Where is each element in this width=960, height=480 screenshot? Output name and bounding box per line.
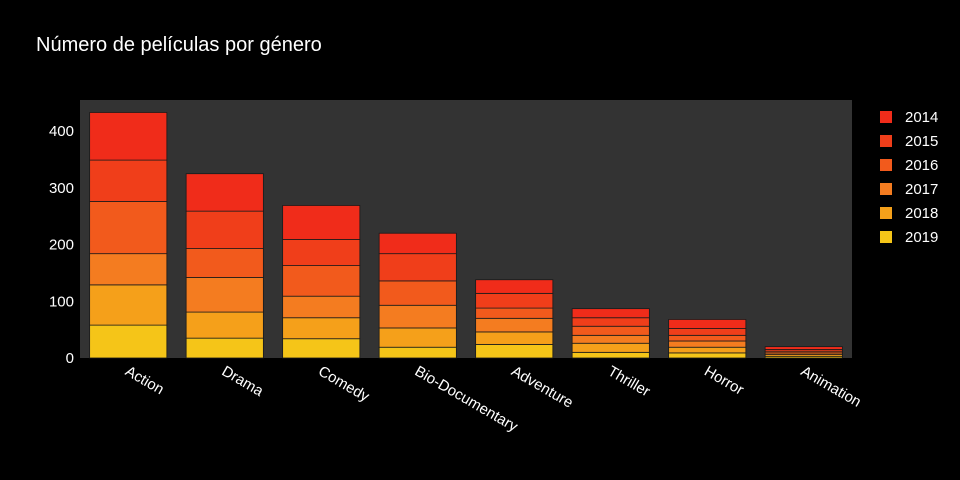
bar-2018-comedy: [282, 317, 361, 340]
legend-label-2018[interactable]: 2018: [905, 205, 938, 222]
bar-2018-thriller: [571, 342, 650, 353]
bar-2014-animation: [764, 346, 843, 350]
bar-2019-action: [89, 324, 168, 359]
chart-title: Número de películas por género: [36, 34, 322, 56]
bar-2016-thriller: [571, 325, 650, 336]
bar-2014-bio-documentary: [378, 232, 457, 255]
bar-2017-drama: [185, 277, 264, 313]
bar-2019-thriller: [571, 351, 650, 359]
y-tick-label: 400: [49, 123, 74, 140]
bar-2014-action: [89, 112, 168, 161]
legend-label-2014[interactable]: 2014: [905, 109, 938, 126]
bar-2016-bio-documentary: [378, 280, 457, 306]
x-tick-label: Bio-Documentary: [412, 363, 521, 436]
y-axis: 0 100 200 300 400: [49, 123, 74, 367]
legend-label-2016[interactable]: 2016: [905, 157, 938, 174]
bar-2016-adventure: [475, 307, 554, 319]
bar-2017-bio-documentary: [378, 304, 457, 329]
bar-2018-adventure: [475, 331, 554, 345]
bar-2019-bio-documentary: [378, 346, 457, 359]
bar-2018-action: [89, 284, 168, 326]
x-tick-label: Drama: [219, 363, 267, 401]
legend-swatch-2015[interactable]: [880, 135, 892, 147]
legend-swatch-2016[interactable]: [880, 159, 892, 171]
bar-2018-drama: [185, 311, 264, 339]
legend-swatch-2018[interactable]: [880, 207, 892, 219]
legend-label-2019[interactable]: 2019: [905, 229, 938, 246]
bar-2017-thriller: [571, 334, 650, 344]
bar-2016-drama: [185, 248, 264, 278]
bar-2015-action: [89, 159, 168, 202]
bar-2014-horror: [668, 319, 747, 329]
y-tick-label: 300: [49, 180, 74, 197]
bar-2014-drama: [185, 173, 264, 212]
bar-2016-action: [89, 201, 168, 255]
legend-label-2015[interactable]: 2015: [905, 133, 938, 150]
bar-2014-comedy: [282, 205, 361, 240]
bars-group: [89, 112, 843, 359]
x-tick-label: Action: [122, 363, 167, 399]
x-axis: Action Drama Comedy Bio-DocumentaryAdventur…: [122, 363, 864, 436]
bar-2015-horror: [668, 328, 747, 336]
bar-2019-adventure: [475, 343, 554, 359]
bar-2016-comedy: [282, 265, 361, 297]
bar-2019-comedy: [282, 338, 361, 359]
y-tick-label: 200: [49, 237, 74, 254]
bar-2014-adventure: [475, 279, 554, 294]
bar-2019-horror: [668, 352, 747, 359]
y-tick-label: 0: [66, 350, 74, 367]
bar-2017-action: [89, 253, 168, 286]
y-tick-label: 100: [49, 293, 74, 310]
legend-swatch-2017[interactable]: [880, 183, 892, 195]
bar-2015-adventure: [475, 292, 554, 309]
bar-2015-thriller: [571, 317, 650, 327]
bar-2017-comedy: [282, 295, 361, 319]
bar-2016-horror: [668, 334, 747, 342]
x-tick-label: Thriller: [605, 363, 653, 401]
x-tick-label: Adventure: [508, 363, 576, 412]
legend-label-2017[interactable]: 2017: [905, 181, 938, 198]
bar-2015-bio-documentary: [378, 253, 457, 282]
bar-2014-thriller: [571, 308, 650, 319]
x-tick-label: Animation: [798, 363, 864, 411]
legend-swatch-2014[interactable]: [880, 111, 892, 123]
bar-2017-horror: [668, 340, 747, 348]
x-tick-label: Comedy: [315, 363, 372, 406]
legend: 2014 2015 2016 2017 2018 2019: [880, 109, 938, 246]
bar-2018-bio-documentary: [378, 327, 457, 348]
bar-2015-drama: [185, 210, 264, 249]
bar-2015-comedy: [282, 239, 361, 266]
bar-2017-adventure: [475, 317, 554, 333]
bar-2019-drama: [185, 337, 264, 359]
bar-2018-horror: [668, 346, 747, 354]
legend-swatch-2019[interactable]: [880, 231, 892, 243]
x-tick-label: Horror: [701, 363, 746, 399]
